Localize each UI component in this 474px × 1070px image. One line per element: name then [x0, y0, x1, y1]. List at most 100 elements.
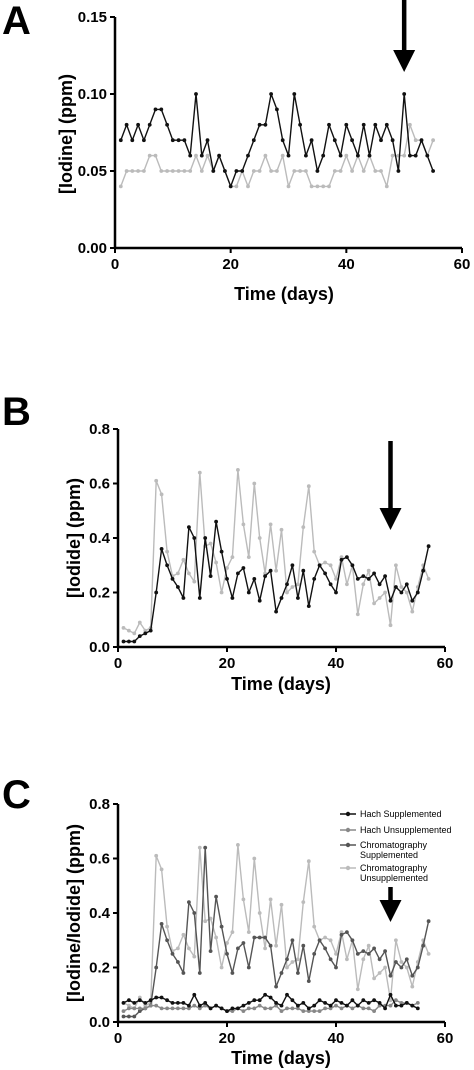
- panel-a-series-0-point: [182, 138, 187, 143]
- panel-a-series-1-point: [327, 184, 331, 189]
- panel-c-series-3-point: [219, 965, 224, 970]
- panel-a-series-0-point: [367, 153, 372, 158]
- panel-c-series-0-point: [285, 992, 289, 997]
- panel-c-series-0-point: [317, 998, 322, 1003]
- panel-c-series-2-point: [355, 952, 360, 956]
- panel-c-series-2-point: [236, 946, 240, 951]
- panel-a-series-0-point: [194, 92, 198, 96]
- legend-marker-hach-unsupplemented: [345, 827, 351, 833]
- panel-a-series-0-point: [211, 169, 216, 173]
- panel-b-y-axis-title: [Iodide] (ppm): [64, 478, 84, 598]
- panel-c-series-3-point: [345, 957, 349, 962]
- panel-b-x-tick-label: 0: [114, 655, 122, 672]
- panel-c-series-0-point: [350, 998, 355, 1003]
- panel-b-series-0-point: [208, 574, 213, 578]
- panel-c-series-0-point: [197, 1003, 202, 1008]
- panel-c-series-0-point: [290, 998, 295, 1003]
- panel-c-series-0-point: [126, 998, 131, 1003]
- panel-b-series-0-point: [274, 609, 278, 614]
- panel-a-series-0-point: [199, 153, 204, 158]
- panel-b-series-0-point: [181, 596, 186, 600]
- panel-b-series-1-point: [192, 579, 197, 584]
- panel-b-series-1-point: [241, 522, 246, 527]
- panel-a-series-1-point: [309, 184, 314, 189]
- panel-c-series-3-point: [334, 952, 338, 956]
- panel-b-series-line-0: [123, 520, 430, 643]
- panel-c-series-2-point: [399, 965, 404, 970]
- panel-c-series-1-point: [230, 1009, 235, 1013]
- panel-a-x-tick-label: 60: [454, 256, 471, 273]
- panel-c-series-2-point: [388, 973, 393, 978]
- panel-c-series-1-point: [246, 1006, 251, 1011]
- panel-a-x-tick-label: 0: [111, 256, 119, 273]
- panel-b-series-1-point: [404, 590, 409, 595]
- panel-b-series-0-point: [143, 631, 148, 636]
- panel-b-series-1-point: [165, 549, 170, 554]
- panel-c-series-0-point: [203, 1001, 208, 1005]
- panel-b-series-0-point: [225, 577, 229, 581]
- panel-c-series-0-point: [241, 1003, 246, 1008]
- panel-c-series-3-point: [323, 935, 327, 940]
- panel-c-series-1-point: [290, 1006, 295, 1011]
- panel-c-series-3-point: [257, 911, 262, 915]
- panel-b-series-1-point: [219, 590, 224, 595]
- panel-c-series-2-point: [159, 922, 164, 926]
- panel-a-y-tick-label: 0.15: [78, 9, 107, 26]
- panel-c-series-1-point: [388, 1003, 393, 1008]
- panel-a-series-1-point: [361, 169, 366, 173]
- panel-a-series-1-point: [390, 153, 395, 158]
- panel-b-series-0-point: [246, 590, 251, 595]
- panel-a-series-0-point: [246, 153, 250, 158]
- panel-c-series-0-point: [121, 1001, 126, 1005]
- panel-b-series-0-point: [410, 598, 415, 603]
- panel-c-series-0-point: [187, 1003, 191, 1008]
- panel-c-plot-area: 0.0 0.2 0.4 0.6 0.8 0 20 40 60: [89, 796, 453, 1047]
- panel-a-series-1-point: [280, 153, 285, 158]
- panel-c-series-0-point: [143, 1001, 148, 1005]
- panel-c-x-tick-label: 20: [219, 1030, 236, 1047]
- panel-c-series-2-point: [285, 957, 289, 962]
- panel-c-series-0-point: [377, 1001, 382, 1005]
- panel-c-series-2-point: [181, 971, 186, 975]
- panel-a-series-1-point: [275, 169, 279, 173]
- panel-b-y-tick-label: 0.6: [89, 476, 110, 493]
- panel-c-series-3-point: [377, 971, 382, 975]
- panel-a-series-0-point: [142, 138, 146, 143]
- panel-a-series-1-point: [344, 153, 349, 158]
- panel-c-series-2-point: [274, 984, 278, 989]
- panel-a-series-0-point: [165, 122, 170, 127]
- panel-c-series-0-point: [279, 1003, 284, 1008]
- panel-c-series-1-point: [279, 1009, 284, 1013]
- panel-c-series-0-point: [148, 998, 153, 1003]
- panel-c-series-3-point: [252, 856, 257, 861]
- panel-c-series-3-point: [126, 1003, 131, 1008]
- panel-b-series-1-point: [426, 577, 431, 581]
- panel-c-x-tick-label: 60: [437, 1030, 454, 1047]
- panel-a-series-1-point: [269, 169, 273, 173]
- panel-b-series-0-point: [328, 582, 333, 587]
- panel-b-series-0-point: [121, 639, 126, 644]
- panel-c-series-3-point: [263, 946, 267, 951]
- panel-b-x-axis-title: Time (days): [231, 674, 331, 694]
- panel-b-series-0-point: [383, 574, 387, 578]
- panel-a-series-0-point: [309, 138, 314, 143]
- panel-b-series-1-point: [252, 481, 257, 486]
- panel-a-series-1-point: [182, 169, 187, 173]
- panel-c-series-2-point: [410, 973, 415, 978]
- panel-c-series-3-point: [137, 995, 142, 1000]
- panel-c-series-3-point: [394, 938, 398, 943]
- panel-b-series-1-point: [176, 571, 180, 576]
- panel-c-series-0-point: [361, 998, 366, 1003]
- panel-c-series-1-point: [263, 1006, 267, 1011]
- panel-b-series-0-point: [339, 557, 344, 562]
- panel-c-series-2-point: [230, 971, 235, 975]
- panel-b-series-1-point: [399, 585, 404, 589]
- panel-a-series-0-point: [205, 138, 210, 143]
- panel-a-series-1-point: [205, 153, 210, 158]
- panel-c-series-0-point: [219, 1006, 224, 1011]
- panel-b-series-0-point: [323, 571, 327, 576]
- panel-c-series-1-point: [165, 1006, 170, 1011]
- panel-a-x-tick-label: 40: [338, 256, 355, 273]
- panel-a-series-0-point: [384, 122, 389, 127]
